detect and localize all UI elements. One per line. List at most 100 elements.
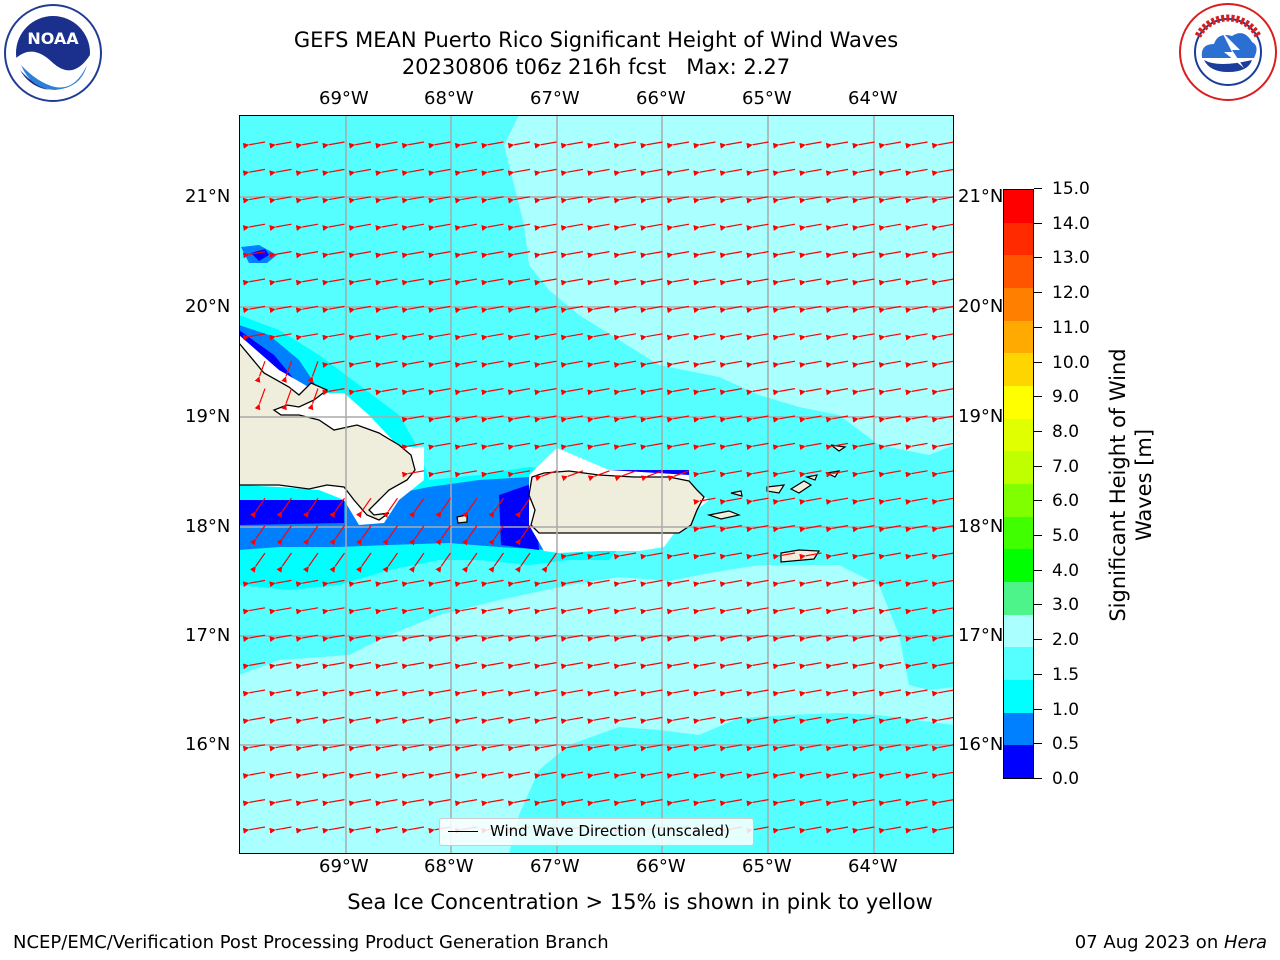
wave-arrow [428,442,451,451]
wave-arrow [254,360,266,383]
wave-arrow [507,689,531,697]
wave-arrow [719,196,743,204]
wave-arrow [614,470,637,482]
lat-label-right: 19°N [958,406,1003,427]
wave-arrow [693,168,716,177]
wave-arrow [560,442,584,451]
wave-arrow [454,689,478,697]
wave-arrow [428,662,451,670]
wave-arrow [295,278,319,286]
colorbar-tick [1034,778,1042,779]
wave-arrow [852,196,875,204]
wave-arrow [746,360,769,368]
lat-labels-right: 21°N 20°N 19°N 18°N 17°N 16°N [958,180,1003,770]
wave-arrow [905,552,928,560]
wave-arrow [322,360,345,368]
wave-arrow [461,525,478,546]
wave-arrow [322,333,345,341]
lon-label-bottom: 67°W [530,856,580,877]
wave-arrow [825,251,849,259]
wave-height-map [239,115,954,854]
wave-arrow [507,470,531,478]
wave-arrow [242,799,266,807]
wave-arrow [481,662,504,670]
wave-arrow [931,799,954,807]
wave-arrow [587,251,610,259]
wave-arrow [322,634,345,642]
wave-arrow [514,497,531,518]
wave-arrow [587,388,610,396]
wave-arrow [852,662,875,670]
colorbar-tick-label: 0.5 [1052,734,1080,755]
map-legend: Wind Wave Direction (unscaled) [439,818,754,846]
wave-arrow [322,579,345,588]
wave-arrow [295,716,319,725]
wave-arrow [825,141,849,149]
wave-arrow [428,251,451,259]
colorbar-tick [1034,222,1042,224]
wave-arrow [322,251,345,259]
wave-arrow [905,196,928,204]
wave-arrow [719,497,743,505]
wave-arrow [640,634,663,642]
wave-arrow [931,278,954,286]
colorbar-tick [1034,569,1042,571]
wave-arrow [242,689,266,697]
colorbar-tick [1034,188,1042,189]
wave-arrow [640,470,663,482]
colorbar-tick-label: 9.0 [1052,387,1080,408]
wave-arrow [666,716,690,725]
wave-arrow [905,799,928,807]
wave-arrow [322,799,345,807]
wave-arrow [428,278,451,286]
wave-arrow [719,771,743,779]
wave-arrow [640,771,663,779]
wave-arrow [640,388,663,396]
wave-arrow [295,826,319,834]
wave-arrow [613,415,637,423]
colorbar-tick [1034,257,1042,259]
wave-arrow [772,333,796,341]
wave-arrow [772,771,796,779]
wave-arrow [481,607,504,615]
wave-arrow [905,744,928,752]
colorbar-band [1004,582,1033,615]
wave-arrow [931,689,954,697]
wave-arrow [799,415,822,423]
wave-arrow [428,305,451,314]
wave-arrow [693,278,716,286]
colorbar-band [1004,190,1033,223]
wave-arrow [693,415,716,423]
wave-arrow [719,470,743,478]
wave-arrow [878,662,902,670]
wave-arrow [481,771,504,779]
wave-arrow [281,360,293,383]
colorbar-band [1004,353,1033,387]
wave-arrow [746,278,769,286]
colorbar-tick-label: 2.0 [1052,630,1080,651]
wave-arrow [825,168,849,177]
wave-arrow [746,497,769,505]
wave-arrow [560,388,584,396]
wave-arrow [878,141,902,149]
colorbar-band [1004,484,1033,517]
wave-arrow [269,799,292,807]
wave-arrow [428,333,451,341]
wave-arrow [454,799,478,807]
wave-arrow [401,662,425,670]
wave-arrow [719,579,743,588]
wave-arrow [269,168,292,177]
wave-arrow [852,415,875,423]
wave-arrow [640,799,663,807]
wave-arrow [825,552,849,560]
wave-arrow [799,525,822,533]
wave-arrow [825,799,849,807]
wave-arrow [693,579,716,588]
wave-arrow [878,360,902,368]
wave-arrow [640,607,663,615]
map-subtitle: 20230806 t06z 216h fcst Max: 2.27 [401,55,791,79]
wave-arrow [560,689,584,697]
wave-arrow [693,470,716,478]
wave-arrow [719,251,743,259]
lon-label-bottom: 68°W [424,856,474,877]
